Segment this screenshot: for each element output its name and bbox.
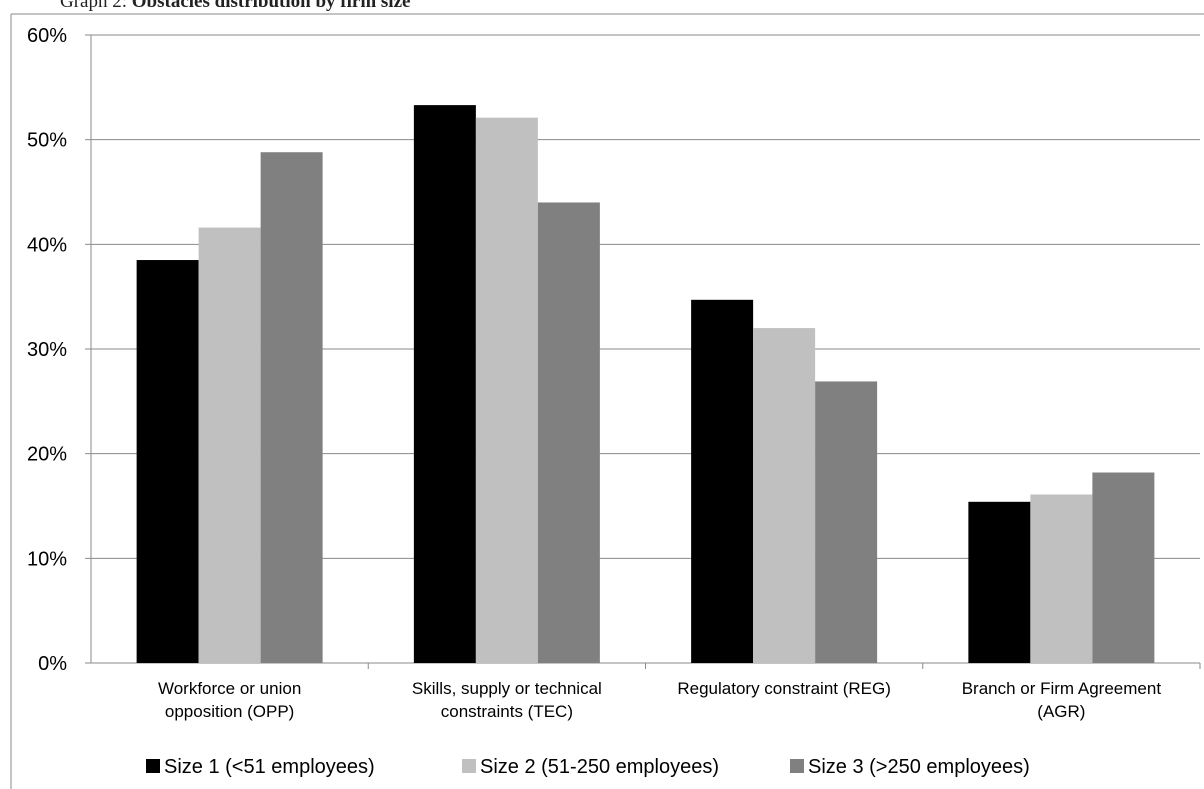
caption-title: Obstacles distribution by firm size (131, 0, 411, 12)
bar (1030, 494, 1093, 663)
y-tick-label: 60% (27, 25, 67, 47)
legend-swatch (790, 759, 804, 773)
y-tick-label: 0% (38, 653, 67, 675)
x-tick-label: Skills, supply or technical constraints (… (412, 679, 602, 721)
x-tick-label: Regulatory constraint (REG) (677, 679, 891, 698)
bars (136, 105, 1155, 664)
bar (198, 227, 261, 663)
bar (413, 105, 476, 664)
bar (537, 202, 600, 663)
bar (968, 501, 1031, 663)
bar (691, 299, 754, 663)
x-tick-label: Workforce or union opposition (OPP) (158, 679, 301, 721)
legend-label: Size 2 (51-250 employees) (480, 756, 719, 778)
y-tick-label: 40% (27, 234, 67, 256)
bar (1092, 472, 1155, 663)
legend-swatch (146, 759, 160, 773)
y-tick-label: 50% (27, 130, 67, 152)
tick-labels: 0% 10% 20% 30% 40% 50% 60% Workforce or union op… (27, 25, 1161, 721)
chart-caption: Graph 2: Obstacles distribution by firm … (60, 0, 410, 13)
y-tick-label: 10% (27, 548, 67, 570)
caption-prefix: Graph 2: (60, 0, 132, 12)
bar (815, 381, 878, 663)
legend: Size 1 (<51 employees) Size 2 (51-250 emp… (146, 756, 1030, 778)
bar (136, 260, 199, 663)
legend-label: Size 1 (<51 employees) (164, 756, 375, 778)
legend-swatch (462, 759, 476, 773)
bar (260, 152, 323, 663)
bar (475, 117, 538, 664)
legend-label: Size 3 (>250 employees) (808, 756, 1030, 778)
x-tick-label: Branch or Firm Agreement (AGR) (962, 679, 1162, 721)
y-tick-label: 30% (27, 339, 67, 361)
y-tick-label: 20% (27, 444, 67, 466)
bar (753, 328, 816, 663)
